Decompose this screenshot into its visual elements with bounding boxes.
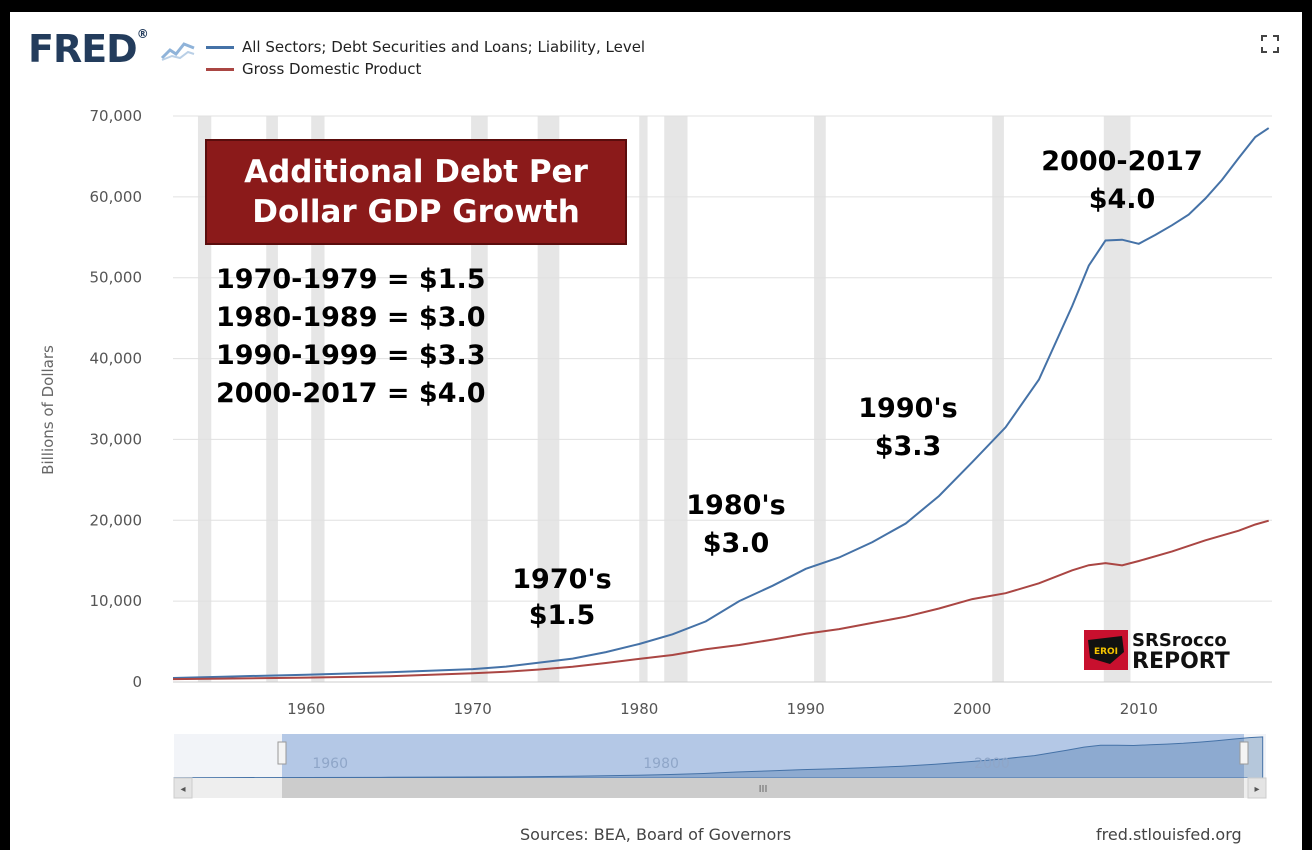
site-link[interactable]: fred.stlouisfed.org xyxy=(1096,825,1242,844)
srsrocco-logo: EROI SRSrocco REPORT xyxy=(1084,630,1230,674)
label-1990s-line1: 1990's xyxy=(858,393,957,424)
navigator-tick-label: 1960 xyxy=(312,756,348,772)
recession-bands xyxy=(197,116,1131,682)
y-tick-label: 50,000 xyxy=(90,269,143,287)
y-tick-label: 0 xyxy=(132,673,142,691)
legend-label-debt: All Sectors; Debt Securities and Loans; … xyxy=(242,38,646,56)
recession-band xyxy=(471,116,488,682)
label-1980s-line1: 1980's xyxy=(686,490,785,521)
navigator-handle-left[interactable] xyxy=(277,741,287,765)
navigator-handle-right[interactable] xyxy=(1239,741,1249,765)
series-line-debt xyxy=(172,127,1270,679)
series-line-gdp xyxy=(172,519,1269,681)
navigator-tick-labels: 1960 1980 2000 xyxy=(312,756,1009,772)
chart-legend: All Sectors; Debt Securities and Loans; … xyxy=(206,36,645,80)
ratio-2000s: 2000-2017 = $4.0 xyxy=(216,378,486,409)
y-gridlines xyxy=(173,115,1272,683)
title-line-1: Additional Debt Per xyxy=(244,154,588,190)
x-tick-label: 1970 xyxy=(454,700,492,718)
scroll-left-button[interactable] xyxy=(173,777,193,799)
x-tick-label: 1990 xyxy=(787,700,825,718)
recession-band xyxy=(814,116,826,682)
usa-map-icon xyxy=(1088,636,1124,664)
recession-band xyxy=(664,116,688,682)
navigator-tick-label: 1980 xyxy=(643,756,679,772)
x-tick-label: 1960 xyxy=(287,700,325,718)
y-tick-label: 70,000 xyxy=(90,107,143,125)
chart-header: FRED® All Sectors; Debt Securities and L… xyxy=(10,12,1302,102)
ratio-list: 1970-1979 = $1.5 1980-1989 = $3.0 1990-1… xyxy=(216,264,486,409)
series-lines xyxy=(172,127,1270,681)
decade-labels: 1970's $1.5 1980's $3.0 1990's $3.3 2000… xyxy=(512,146,1202,631)
y-tick-label: 60,000 xyxy=(90,188,143,206)
ratio-1970s: 1970-1979 = $1.5 xyxy=(216,264,486,295)
y-tick-label: 40,000 xyxy=(90,350,143,368)
chart-frame: FRED® All Sectors; Debt Securities and L… xyxy=(10,12,1302,850)
recession-band xyxy=(537,116,560,682)
recession-band xyxy=(311,116,325,682)
navigator-selection[interactable] xyxy=(282,734,1244,780)
legend-label-gdp: Gross Domestic Product xyxy=(242,60,422,78)
navigator-tick-label: 2000 xyxy=(974,756,1010,772)
line-chart-icon xyxy=(160,42,195,61)
x-axis-tick-labels: 1960 1970 1980 1990 2000 2010 xyxy=(287,700,1158,718)
label-1980s-line2: $3.0 xyxy=(703,528,770,559)
navigator-series-area xyxy=(173,736,1264,779)
ratio-1980s: 1980-1989 = $3.0 xyxy=(216,302,486,333)
legend-item-debt[interactable]: All Sectors; Debt Securities and Loans; … xyxy=(206,36,645,58)
x-tick-label: 2010 xyxy=(1120,700,1158,718)
label-1970s-line2: $1.5 xyxy=(529,600,596,631)
title-box: Additional Debt Per Dollar GDP Growth xyxy=(205,139,627,245)
brand-line-1: SRSrocco xyxy=(1132,630,1227,651)
recession-band xyxy=(992,116,1004,682)
legend-item-gdp[interactable]: Gross Domestic Product xyxy=(206,58,645,80)
scroll-left-arrow-icon: ◂ xyxy=(180,784,185,795)
fred-logo[interactable]: FRED® xyxy=(28,27,149,71)
label-1970s-line1: 1970's xyxy=(512,564,611,595)
fullscreen-icon[interactable] xyxy=(1260,34,1280,54)
sources-text: Sources: BEA, Board of Governors xyxy=(520,825,792,844)
scroll-right-button[interactable] xyxy=(1247,777,1267,799)
recession-band xyxy=(197,116,212,682)
recession-band xyxy=(639,116,648,682)
legend-swatch-gdp xyxy=(206,68,234,71)
navigator[interactable]: 1960 1980 2000 xyxy=(173,734,1266,780)
scrollbar-grip-icon: III xyxy=(759,784,768,795)
x-tick-label: 1980 xyxy=(620,700,658,718)
y-axis-tick-labels: 0 10,000 20,000 30,000 40,000 50,000 60,000 70,… xyxy=(90,107,143,691)
label-2000s-line2: $4.0 xyxy=(1089,184,1156,215)
legend-swatch-debt xyxy=(206,46,234,49)
scrollbar[interactable]: ◂ ▸ III xyxy=(173,777,1267,799)
label-1990s-line2: $3.3 xyxy=(875,431,942,462)
brand-line-2: REPORT xyxy=(1132,649,1230,674)
recession-band xyxy=(1103,116,1131,682)
y-axis-label: Billions of Dollars xyxy=(39,345,57,475)
y-tick-label: 20,000 xyxy=(90,511,143,529)
x-tick-label: 2000 xyxy=(953,700,991,718)
logo-badge-text: EROI xyxy=(1094,647,1118,657)
recession-band xyxy=(266,116,278,682)
chart-svg: 0 10,000 20,000 30,000 40,000 50,000 60,000 70,… xyxy=(39,107,1272,799)
ratio-1990s: 1990-1999 = $3.3 xyxy=(216,340,486,371)
scroll-right-arrow-icon: ▸ xyxy=(1254,784,1259,795)
title-box-bg xyxy=(205,139,627,245)
y-tick-label: 10,000 xyxy=(90,592,143,610)
label-2000s-line1: 2000-2017 xyxy=(1041,146,1203,177)
y-tick-label: 30,000 xyxy=(90,430,143,448)
title-line-2: Dollar GDP Growth xyxy=(252,194,580,230)
scrollbar-thumb[interactable] xyxy=(282,778,1244,798)
